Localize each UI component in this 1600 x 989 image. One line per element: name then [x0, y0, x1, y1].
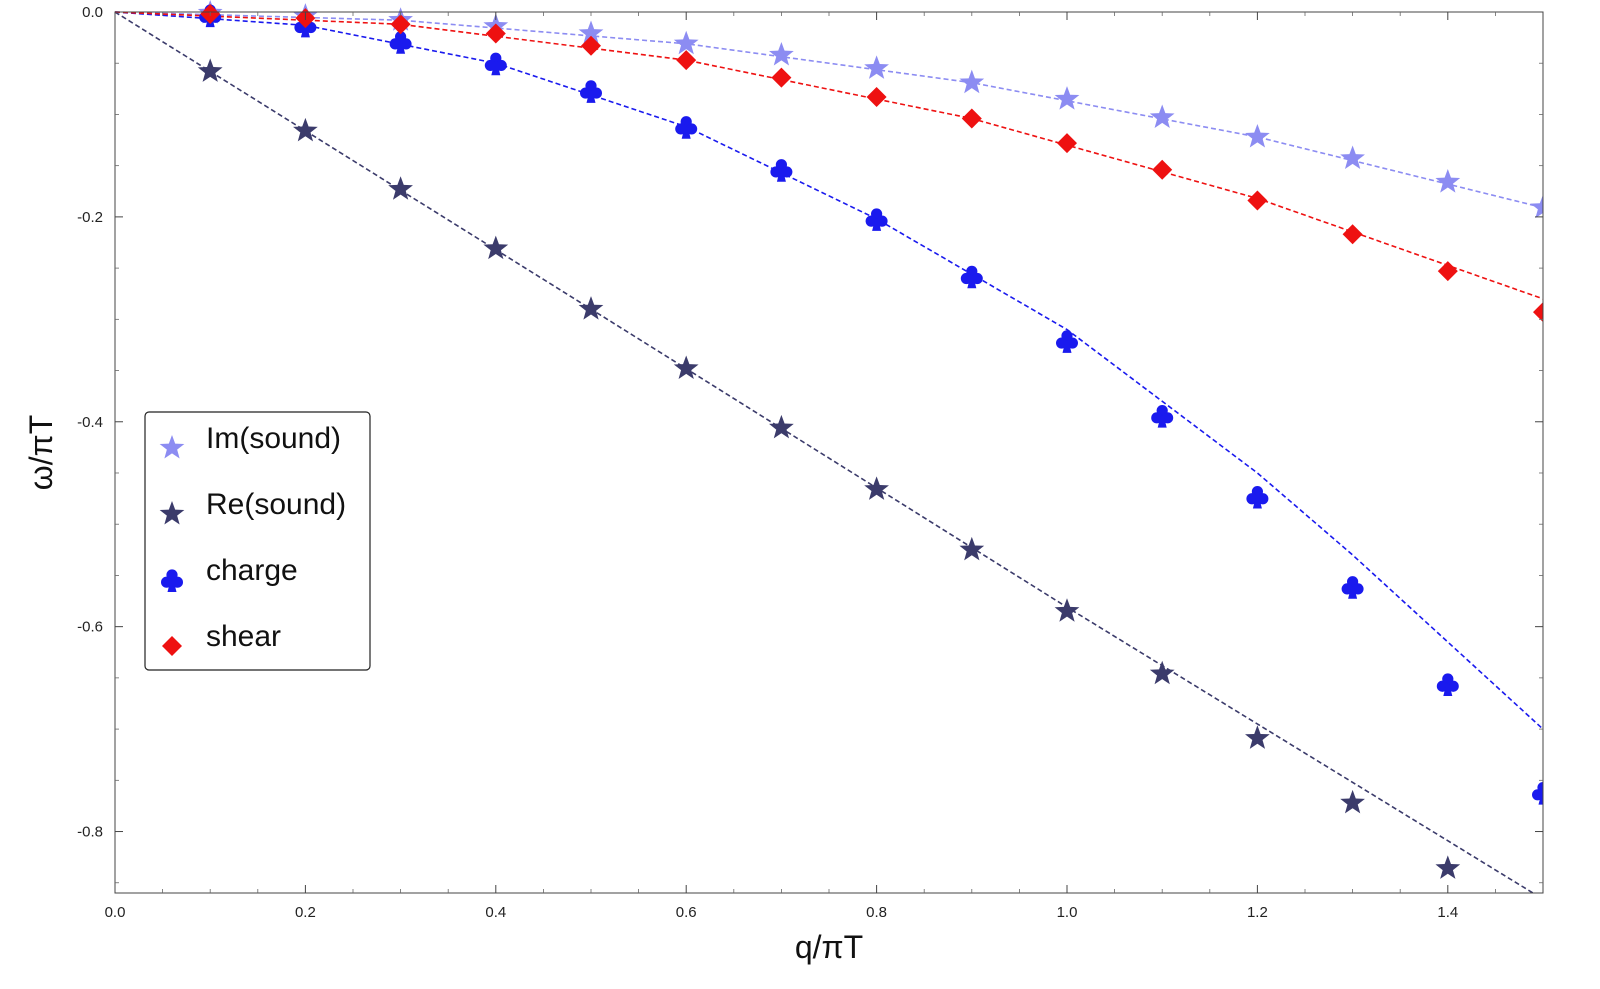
data-point-re-sound	[1054, 598, 1080, 622]
data-point-re-sound	[959, 536, 985, 561]
data-point-shear	[771, 67, 792, 88]
data-point-charge	[770, 159, 793, 182]
data-point-charge	[1151, 405, 1174, 428]
data-point-shear	[581, 35, 601, 56]
data-point-re-sound	[578, 296, 604, 320]
x-tick-label: 0.4	[485, 904, 506, 921]
x-tick-label: 0.2	[295, 904, 316, 921]
legend-marker-charge	[161, 569, 183, 592]
data-point-shear	[676, 50, 697, 71]
data-point-shear	[1247, 190, 1268, 211]
data-point-charge	[580, 80, 603, 103]
legend-marker-im-sound	[159, 435, 185, 459]
data-point-re-sound	[483, 235, 509, 260]
data-point-charge	[960, 265, 983, 289]
data-point-re-sound	[197, 58, 223, 82]
data-point-charge	[389, 31, 412, 54]
legend-item-charge: charge	[161, 554, 298, 592]
y-tick-label: -0.8	[77, 824, 103, 841]
y-tick-label: -0.4	[77, 414, 103, 431]
data-point-im-sound	[1054, 86, 1080, 110]
x-tick-label: 0.8	[866, 904, 887, 921]
legend-label: charge	[206, 554, 298, 587]
data-point-shear	[1533, 302, 1543, 323]
data-point-shear	[485, 23, 506, 44]
legend-box	[144, 411, 371, 671]
x-tick-label: 0.0	[105, 904, 126, 921]
legend-item-shear: shear	[162, 620, 281, 656]
fit-line-re-sound	[115, 11, 1535, 893]
data-point-im-sound	[1435, 169, 1461, 193]
data-point-shear	[390, 14, 411, 35]
data-point-re-sound	[1340, 789, 1365, 814]
x-tick-label: 1.0	[1057, 904, 1078, 921]
legend-marker-shear	[162, 636, 182, 656]
data-point-charge	[1532, 782, 1543, 805]
legend-label: shear	[206, 620, 281, 653]
axis-ticks: 0.0 0.2 0.4 0.6 0.8 1.0 1.2 1.4 0.0 -0.2 -0.4 -0.6 -…	[77, 4, 1543, 921]
data-point-im-sound	[1530, 194, 1543, 219]
data-point-shear	[866, 87, 887, 108]
data-point-re-sound	[769, 414, 794, 439]
data-point-im-sound	[578, 20, 604, 45]
data-point-im-sound	[959, 69, 985, 94]
legend-item-im-sound: Im(sound)	[159, 422, 341, 459]
data-point-charge	[865, 208, 888, 231]
legend-label: Im(sound)	[206, 422, 341, 455]
legend: Im(sound) Re(sound) charge shear	[144, 411, 371, 671]
data-point-re-sound	[864, 476, 889, 500]
y-tick-label: 0.0	[82, 4, 103, 21]
data-point-charge	[1246, 485, 1269, 509]
data-point-shear	[1342, 224, 1363, 245]
x-tick-label: 1.4	[1437, 904, 1458, 921]
data-point-re-sound	[1245, 725, 1270, 749]
data-point-re-sound	[388, 176, 413, 200]
y-axis-title: ω/πT	[23, 415, 59, 491]
fit-line-shear	[115, 11, 1543, 300]
data-point-re-sound	[673, 355, 699, 380]
data-markers	[197, 0, 1543, 879]
data-point-im-sound	[864, 55, 889, 79]
x-axis-title: q/πT	[795, 929, 863, 965]
y-tick-label: -0.6	[77, 619, 103, 636]
data-point-shear	[961, 108, 982, 129]
data-point-charge	[675, 116, 698, 139]
fit-line-im-sound	[115, 11, 1543, 209]
data-point-re-sound	[1435, 855, 1461, 879]
x-tick-label: 1.2	[1247, 904, 1268, 921]
legend-marker-re-sound	[159, 501, 185, 525]
x-tick-label: 0.6	[676, 904, 697, 921]
legend-label: Re(sound)	[206, 488, 346, 521]
data-point-charge	[1056, 330, 1078, 353]
legend-item-re-sound: Re(sound)	[159, 488, 346, 525]
data-point-shear	[1437, 261, 1458, 282]
data-point-re-sound	[1149, 660, 1175, 685]
data-point-im-sound	[1245, 123, 1270, 148]
y-tick-label: -0.2	[77, 209, 103, 226]
data-point-im-sound	[673, 30, 699, 55]
data-point-shear	[1152, 159, 1173, 180]
data-point-charge	[1341, 576, 1364, 599]
data-point-re-sound	[293, 117, 318, 142]
data-point-charge	[484, 52, 507, 76]
data-point-charge	[1436, 673, 1459, 697]
data-point-shear	[1057, 133, 1077, 154]
data-point-im-sound	[1340, 145, 1365, 170]
data-point-im-sound	[769, 42, 794, 66]
data-point-im-sound	[1149, 104, 1175, 129]
